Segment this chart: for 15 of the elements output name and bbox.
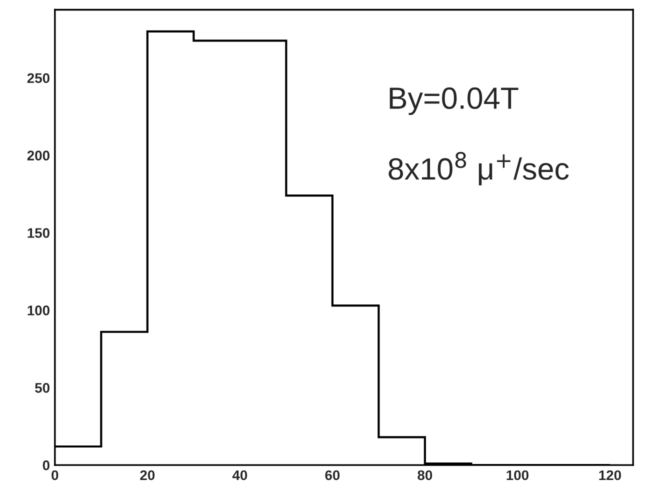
- x-tick-label: 120: [599, 470, 621, 480]
- x-tick-label: 40: [232, 470, 248, 480]
- y-tick-label: 50: [35, 382, 50, 393]
- y-tick-label: 100: [28, 306, 50, 316]
- y-tick-label: 250: [27, 73, 50, 84]
- y-tick-label: 150: [28, 228, 50, 238]
- x-tick-label: 80: [418, 470, 432, 480]
- y-tick-label: 200: [27, 150, 50, 160]
- y-tick-label: 0: [42, 460, 50, 470]
- annotation: By=0.04T: [390, 87, 518, 116]
- x-tick-label: 0: [52, 470, 58, 480]
- x-tick-label: 20: [140, 470, 155, 480]
- x-tick-label: 60: [325, 470, 340, 480]
- annotation: 8x10$^{8}$ μ$^{+}$/sec: [388, 152, 569, 186]
- x-tick-label: 100: [506, 470, 528, 480]
